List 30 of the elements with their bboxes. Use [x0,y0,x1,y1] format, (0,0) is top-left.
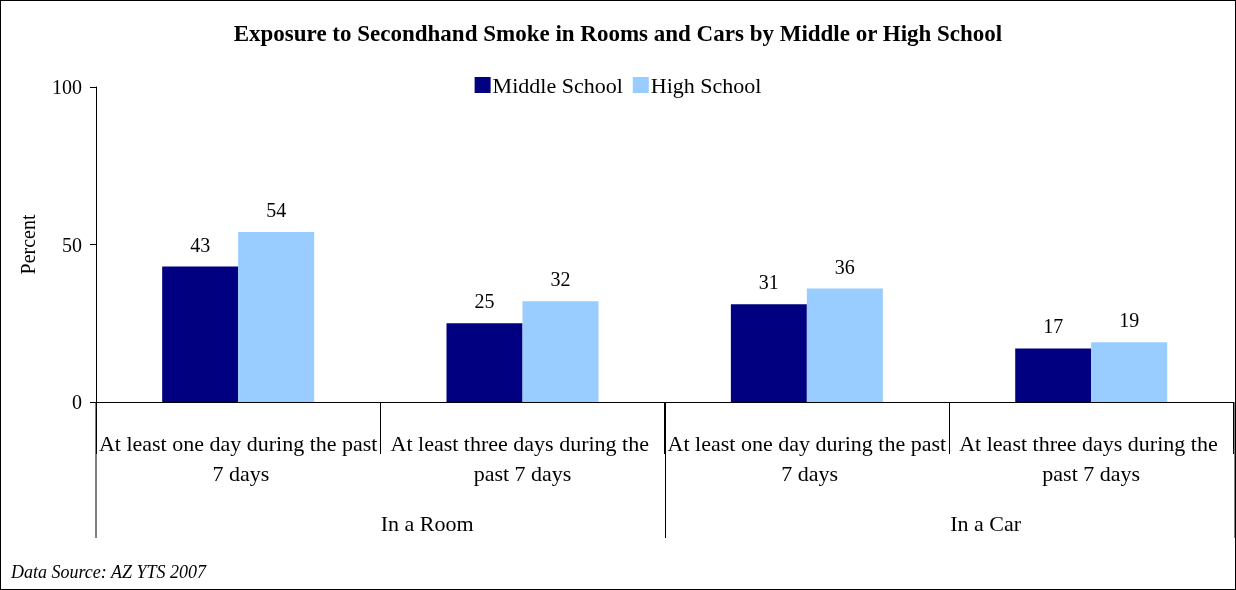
data-label: 36 [834,255,855,278]
source-note: Data Source: AZ YTS 2007 [10,562,208,582]
x-tick-label: At least one day during the past 7 days [98,430,378,486]
data-label: 17 [1043,315,1064,338]
y-tick-label: 100 [52,76,82,98]
bar [1015,348,1092,402]
x-tick-label: At least one day during the past 7 days [667,430,947,486]
legend-label: High School [650,72,762,98]
bar [522,301,599,402]
x-tick-label: At least three days during the past 7 days [390,430,655,486]
bar [162,266,239,402]
data-label: 19 [1119,309,1140,332]
y-tick-label: 0 [72,391,82,413]
bar [1091,342,1168,402]
text: In a Car [950,510,1022,536]
chart-title: Exposure to Secondhand Smoke in Rooms and Cars by Middle or High School [233,21,1003,46]
data-label: 31 [758,271,779,294]
data-label: 25 [474,290,495,313]
bar [806,288,883,402]
y-axis-title: Percent [17,214,39,275]
bar [730,304,807,402]
x-tick-label: At least three days during the past 7 days [959,430,1224,486]
data-label: 54 [266,198,287,221]
y-tick-label: 50 [62,233,82,256]
text: In a Room [380,510,474,536]
data-label: 43 [190,233,211,256]
legend-label: Middle School [492,72,623,98]
data-label: 32 [550,268,571,291]
bar [446,323,523,402]
bar [238,231,315,402]
